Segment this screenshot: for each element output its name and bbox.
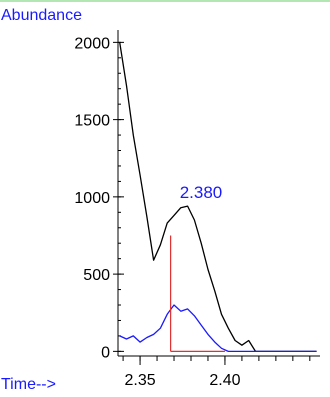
x-tick-label: 2.40	[209, 372, 240, 389]
y-tick-label: 0	[101, 344, 110, 361]
y-tick-label: 1000	[74, 190, 110, 207]
series-layer	[119, 42, 317, 353]
axes-layer: 0 500 1000 1500 2000 2.35 2.40	[74, 30, 320, 389]
y-tick-label: 1500	[74, 113, 110, 130]
x-axis-label: Time-->	[1, 376, 56, 393]
y-tick-label: 2000	[74, 35, 110, 52]
annotation-layer: 2.380	[170, 183, 225, 352]
y-tick-label: 500	[83, 267, 110, 284]
series-line-1	[119, 42, 317, 353]
x-tick-label: 2.35	[124, 372, 155, 389]
series-line-2	[119, 304, 317, 353]
y-axis-label: Abundance	[1, 7, 82, 24]
peak-retention-label: 2.380	[180, 183, 223, 202]
